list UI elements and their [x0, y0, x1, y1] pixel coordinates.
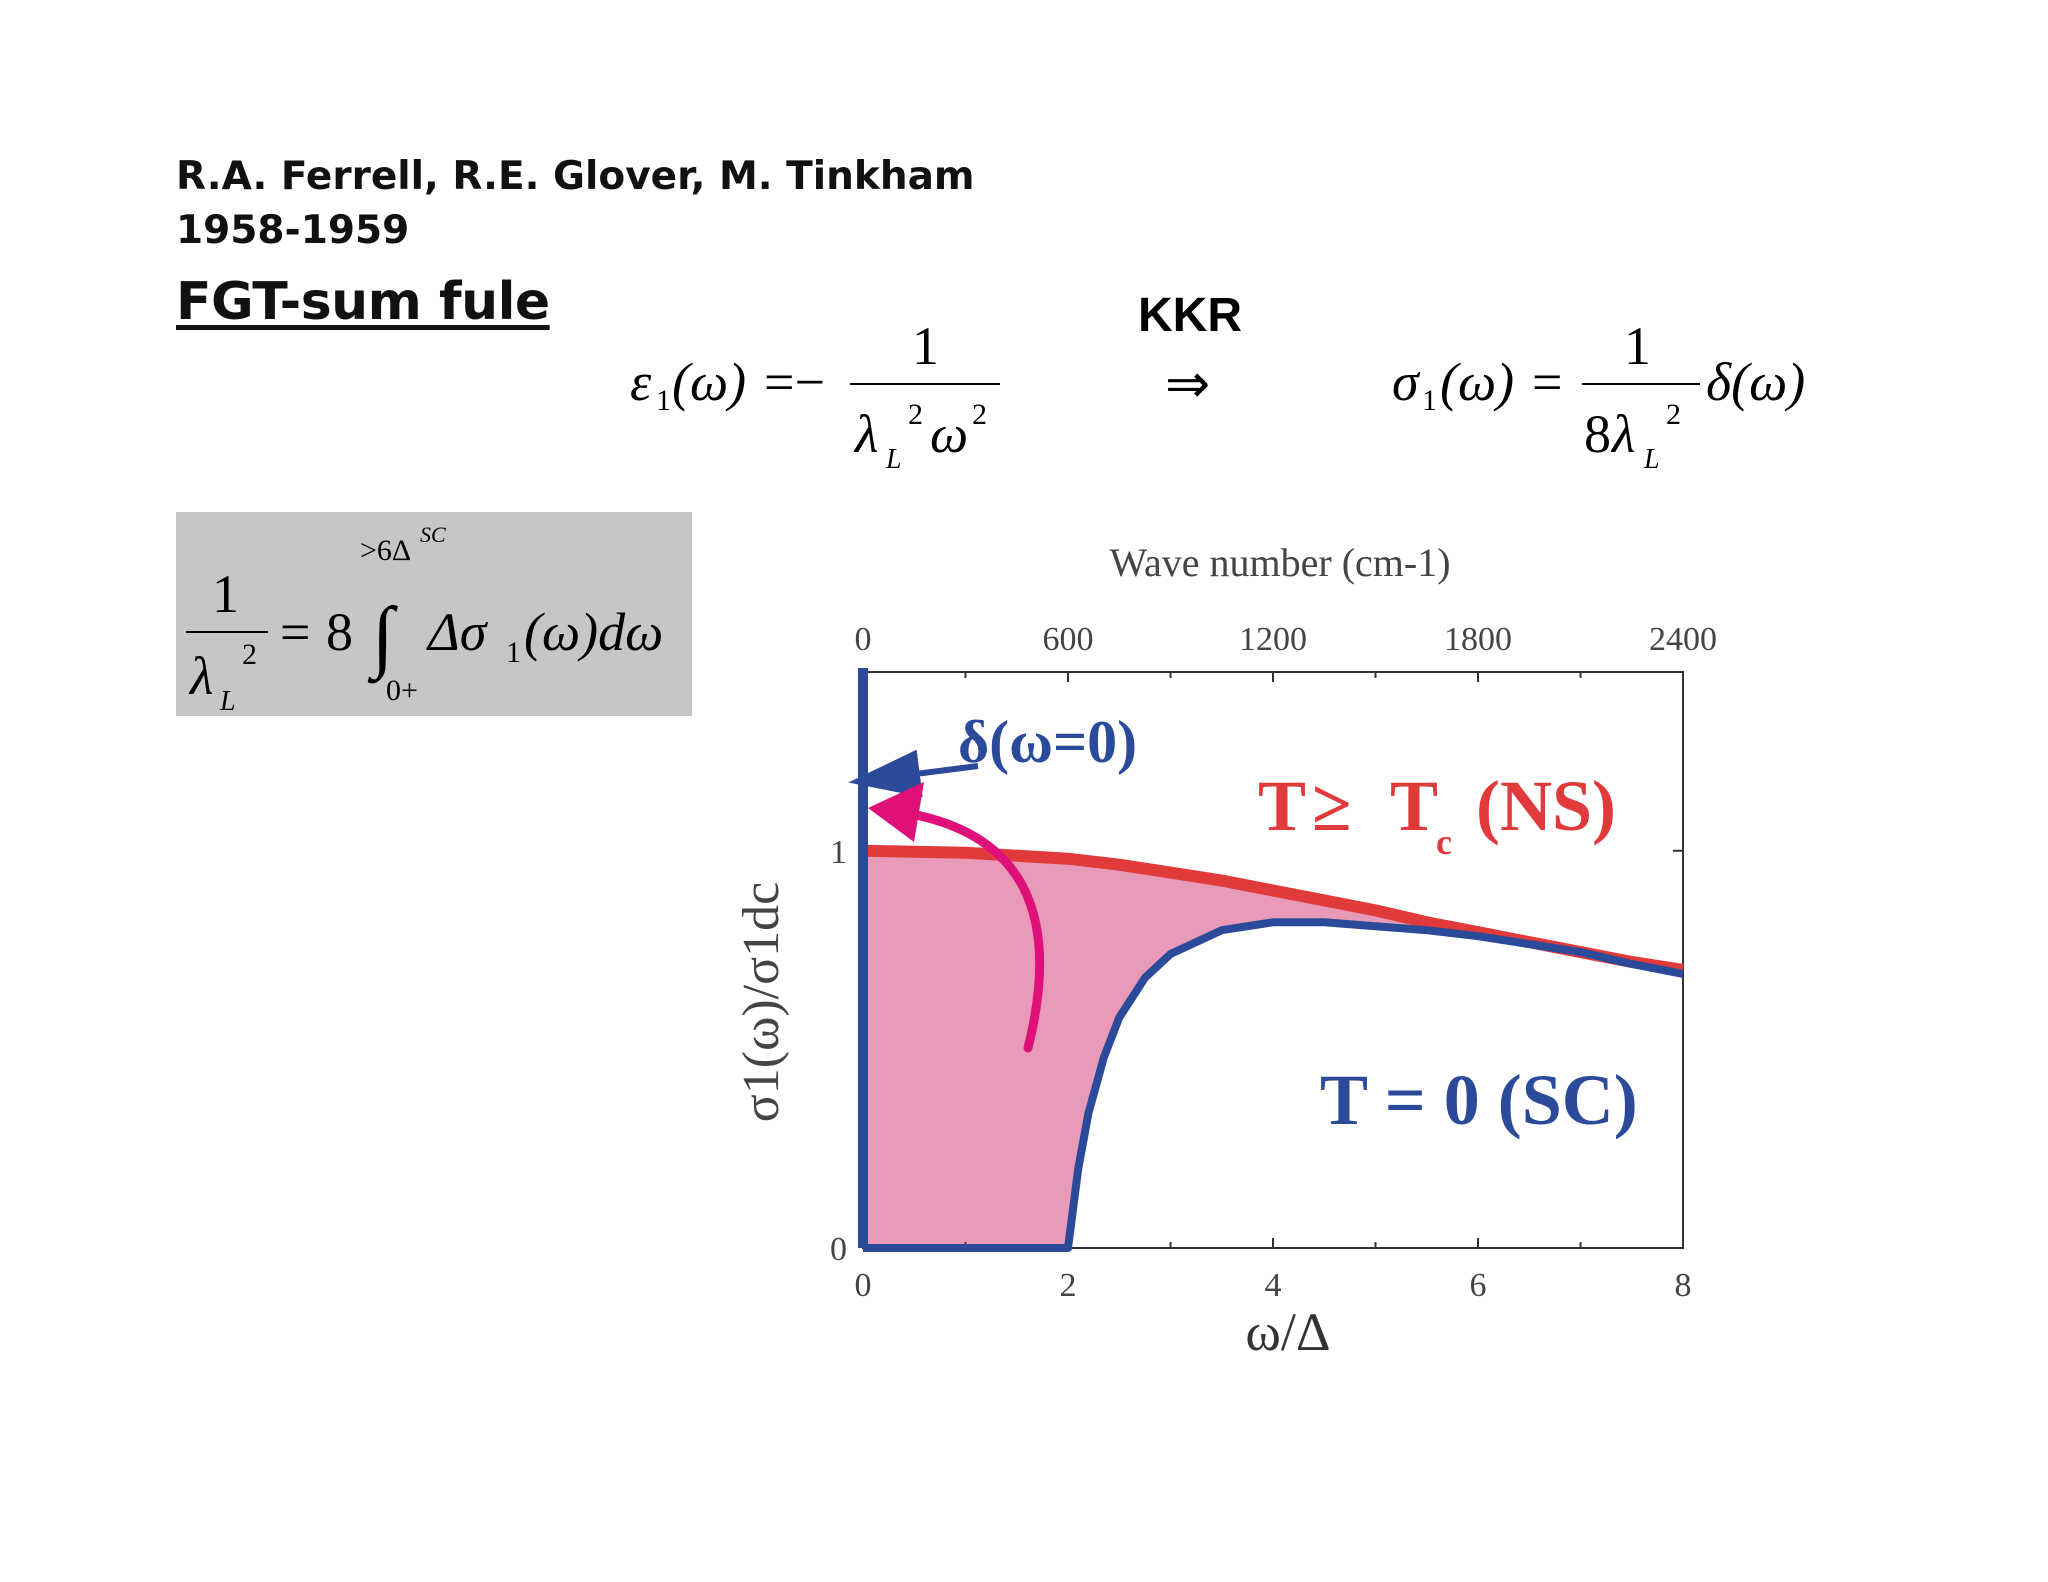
- sum-lower-limit: 0+: [386, 674, 418, 707]
- x-tick-label: 0: [855, 1267, 872, 1304]
- eq1-den-omega: ω: [930, 404, 968, 464]
- sum-integrand-sub: 1: [506, 636, 521, 669]
- eq1-num: 1: [912, 316, 939, 376]
- eq2-num: 1: [1624, 316, 1651, 376]
- equation-epsilon: ε 1 (ω) =− 1 λ L 2 ω 2: [630, 316, 1000, 475]
- ns-label-ge: ≥: [1312, 766, 1352, 846]
- ns-label: T ≥ T c (NS): [1258, 766, 1616, 862]
- x-tick-label: 4: [1265, 1267, 1282, 1304]
- eq1-sub: 1: [656, 384, 671, 417]
- eq1-den-lambda-sup: 2: [908, 398, 923, 431]
- x-tick-label: 6: [1470, 1267, 1487, 1304]
- eq1-arg: (ω): [672, 352, 746, 412]
- weight-transfer-arrowhead: [868, 782, 924, 842]
- eq2-arg: (ω): [1440, 352, 1514, 412]
- x-tick-label: 8: [1675, 1267, 1692, 1304]
- sum-integrand: Δσ: [426, 602, 489, 662]
- eq1-den-lambda: λ: [853, 404, 878, 464]
- eq2-eq: =: [1532, 352, 1562, 412]
- equations-svg: ε 1 (ω) =− 1 λ L 2 ω 2 ⇒ σ 1 (ω) = 1 8 λ…: [630, 316, 1805, 475]
- gap-area-fill: [863, 850, 1683, 1248]
- sum-rule-box: 1 λ L 2 = 8 >6Δ SC ∫ 0+ Δσ 1 (ω)dω: [176, 512, 692, 717]
- ns-label-sub: c: [1436, 822, 1452, 862]
- eq2-delta: δ(ω): [1706, 352, 1805, 412]
- delta-label: δ(ω=0): [958, 709, 1137, 775]
- sc-series-line: [863, 918, 1684, 1252]
- sum-upper-limit: >6Δ: [360, 534, 411, 567]
- sum-rule-svg: 1 λ L 2 = 8 >6Δ SC ∫ 0+ Δσ 1 (ω)dω: [186, 522, 663, 717]
- eq2-den-lambda: λ: [1610, 404, 1635, 464]
- sc-label: T = 0 (SC): [1320, 1060, 1638, 1140]
- y-axis-label: σ1(ω)/σ1dc: [733, 882, 790, 1122]
- eq2-den-coef: 8: [1584, 404, 1611, 464]
- ns-label-rest: (NS): [1476, 766, 1616, 846]
- eq1-den-omega-sup: 2: [972, 398, 987, 431]
- eq1-eq: =−: [764, 352, 825, 412]
- kkr-label: KKR: [1138, 289, 1242, 342]
- eq2-den-lambda-sub: L: [1643, 444, 1660, 475]
- authors-line: R.A. Ferrell, R.E. Glover, M. Tinkham: [176, 154, 975, 199]
- years-line: 1958-1959: [176, 208, 410, 253]
- ns-label-tc: T: [1390, 766, 1438, 846]
- sum-eq: =: [280, 602, 310, 662]
- eq1-eps: ε: [630, 352, 652, 412]
- x-axis-label: ω/Δ: [1245, 1302, 1330, 1362]
- top-tick-label: 600: [1043, 621, 1094, 658]
- eq2-sigma: σ: [1392, 352, 1421, 412]
- top-tick-label: 1800: [1444, 621, 1512, 658]
- eq1-den-lambda-sub: L: [885, 444, 902, 475]
- sum-den-lambda-sup: 2: [242, 638, 257, 671]
- sum-den-lambda-sub: L: [219, 686, 236, 716]
- implies-arrow: ⇒: [1165, 354, 1210, 414]
- rule-title: FGT-sum fule: [176, 272, 550, 332]
- sum-den-lambda: λ: [188, 646, 213, 706]
- y-tick-label: 0: [830, 1231, 847, 1268]
- x-tick-label: 2: [1060, 1267, 1077, 1304]
- weight-transfer-arrow: [895, 807, 1045, 1053]
- authors-block: R.A. Ferrell, R.E. Glover, M. Tinkham 19…: [176, 150, 975, 258]
- ns-label-t: T: [1258, 766, 1306, 846]
- sum-coef: 8: [326, 602, 353, 662]
- eq2-den-lambda-sup: 2: [1666, 398, 1681, 431]
- top-tick-label: 0: [855, 621, 872, 658]
- eq2-sub: 1: [1422, 384, 1437, 417]
- delta-arrow: [848, 749, 979, 798]
- equation-sigma: σ 1 (ω) = 1 8 λ L 2 δ(ω): [1392, 316, 1805, 475]
- y-tick-label: 1: [830, 834, 847, 871]
- sum-num: 1: [212, 564, 239, 624]
- top-axis-label: Wave number (cm-1): [1109, 540, 1450, 585]
- sum-integrand-rest: (ω)dω: [524, 602, 663, 662]
- top-tick-label: 1200: [1239, 621, 1307, 658]
- sum-integral: ∫: [367, 592, 399, 684]
- sum-upper-limit-sup: SC: [420, 522, 446, 547]
- top-tick-label: 2400: [1649, 621, 1717, 658]
